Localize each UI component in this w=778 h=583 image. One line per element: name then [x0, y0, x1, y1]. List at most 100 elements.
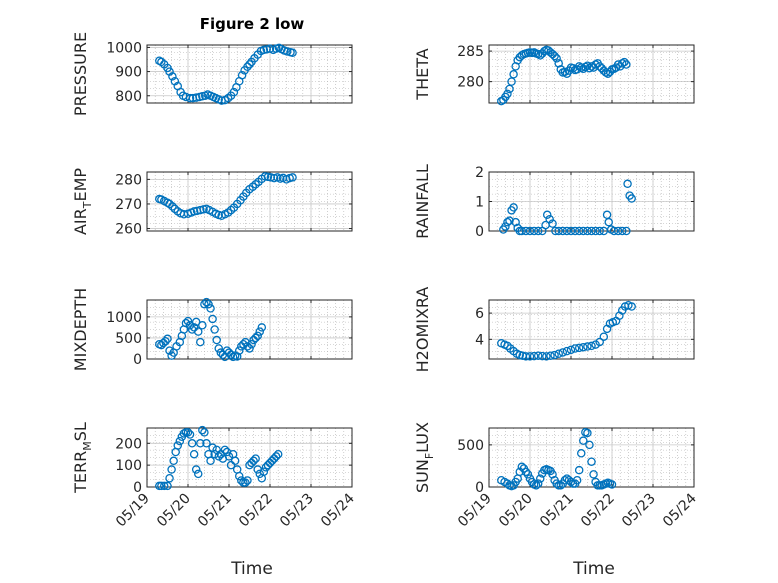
data-point [607, 480, 617, 489]
data-point [602, 210, 612, 220]
data-point [288, 173, 297, 182]
data-point [228, 352, 238, 362]
data-point [507, 77, 516, 86]
data-point [282, 47, 292, 56]
data-point [517, 462, 527, 472]
data-point [245, 344, 254, 353]
y-axis-label: RAINFALL [413, 164, 432, 239]
data-point [525, 226, 535, 236]
data-point [224, 452, 234, 461]
y-tick-label: 285 [457, 44, 484, 60]
data-point [255, 327, 264, 336]
data-point [587, 226, 596, 236]
y-tick-label: 1000 [106, 310, 142, 326]
data-point [204, 299, 213, 309]
data-point [241, 478, 250, 487]
data-point [554, 349, 563, 359]
data-point [570, 344, 580, 353]
data-point [583, 226, 592, 236]
data-point [599, 332, 609, 341]
data-point [208, 314, 217, 324]
data-point [175, 436, 185, 446]
data-point [202, 439, 211, 448]
y-tick-label: 0 [133, 480, 142, 496]
data-point [503, 217, 512, 227]
data-point [583, 342, 592, 351]
data-point [618, 226, 627, 236]
data-point [620, 57, 629, 67]
data-point [591, 226, 600, 236]
data-point [185, 93, 195, 103]
data-point [168, 72, 177, 81]
data-point [198, 425, 207, 435]
data-point [259, 467, 269, 476]
data-point [579, 342, 588, 352]
x-tick-label: 05/20 [154, 491, 194, 531]
data-point [595, 337, 604, 347]
y-tick-label: 1000 [106, 40, 142, 56]
data-point [191, 465, 201, 474]
data-point [550, 51, 559, 61]
data-point [212, 335, 221, 345]
axes-frame [488, 299, 695, 360]
y-tick-label: 500 [115, 331, 142, 347]
data-point [169, 456, 178, 466]
x-tick-label: 05/23 [619, 491, 659, 531]
data-point [566, 477, 576, 487]
data-point [521, 226, 531, 236]
data-point [165, 474, 174, 483]
data-point [163, 334, 172, 344]
y-tick-label: 4 [475, 332, 484, 348]
data-point [185, 430, 195, 439]
data-point [531, 481, 541, 490]
y-tick-label: 0 [133, 352, 142, 368]
data-point [183, 428, 193, 437]
data-point [509, 203, 518, 212]
data-point [558, 226, 568, 236]
data-point [253, 331, 262, 341]
data-point [566, 345, 576, 355]
data-point [159, 481, 169, 491]
data-point [604, 217, 613, 227]
x-tick-label: 05/21 [195, 491, 235, 531]
x-tick-label: 05/20 [496, 491, 536, 531]
data-point [627, 302, 636, 311]
data-point [196, 205, 205, 215]
y-tick-label: 900 [115, 65, 142, 81]
data-point [206, 304, 215, 313]
y-tick-label: 260 [115, 222, 142, 238]
subplot-rainfall: 0 1 2 RAINFALL [413, 164, 695, 240]
data-point [556, 481, 566, 490]
y-axis-label: PRESSURE [71, 32, 90, 116]
data-point [234, 346, 244, 355]
data-point [161, 337, 170, 346]
data-point [239, 339, 248, 349]
data-point [157, 481, 166, 491]
data-point [288, 48, 297, 57]
data-point [545, 214, 554, 224]
subplot-mixdepth: 0 500 1000 MIXDEPTH [71, 288, 353, 371]
data-point [574, 343, 584, 353]
data-point [251, 333, 260, 343]
axes-frame [488, 427, 695, 488]
data-point [523, 470, 533, 479]
axes-frame [146, 44, 353, 104]
data-point [587, 341, 596, 351]
data-point [503, 89, 512, 99]
y-tick-label: 270 [115, 197, 142, 213]
data-point [558, 348, 568, 357]
data-point [533, 351, 543, 360]
x-tick-label: 05/19 [455, 491, 495, 531]
data-point [622, 226, 631, 236]
y-tick-label: 6 [475, 306, 484, 322]
data-point [271, 452, 281, 461]
data-point [574, 226, 584, 236]
subplot-h2omixra: 4 6 H2OMIXRA [413, 287, 695, 372]
data-point [521, 352, 531, 361]
x-tick-label: 05/24 [318, 490, 358, 530]
data-point [583, 428, 592, 438]
data-point [245, 60, 254, 69]
y-tick-label: 500 [457, 438, 484, 454]
data-point [509, 70, 518, 79]
data-point [187, 439, 197, 448]
